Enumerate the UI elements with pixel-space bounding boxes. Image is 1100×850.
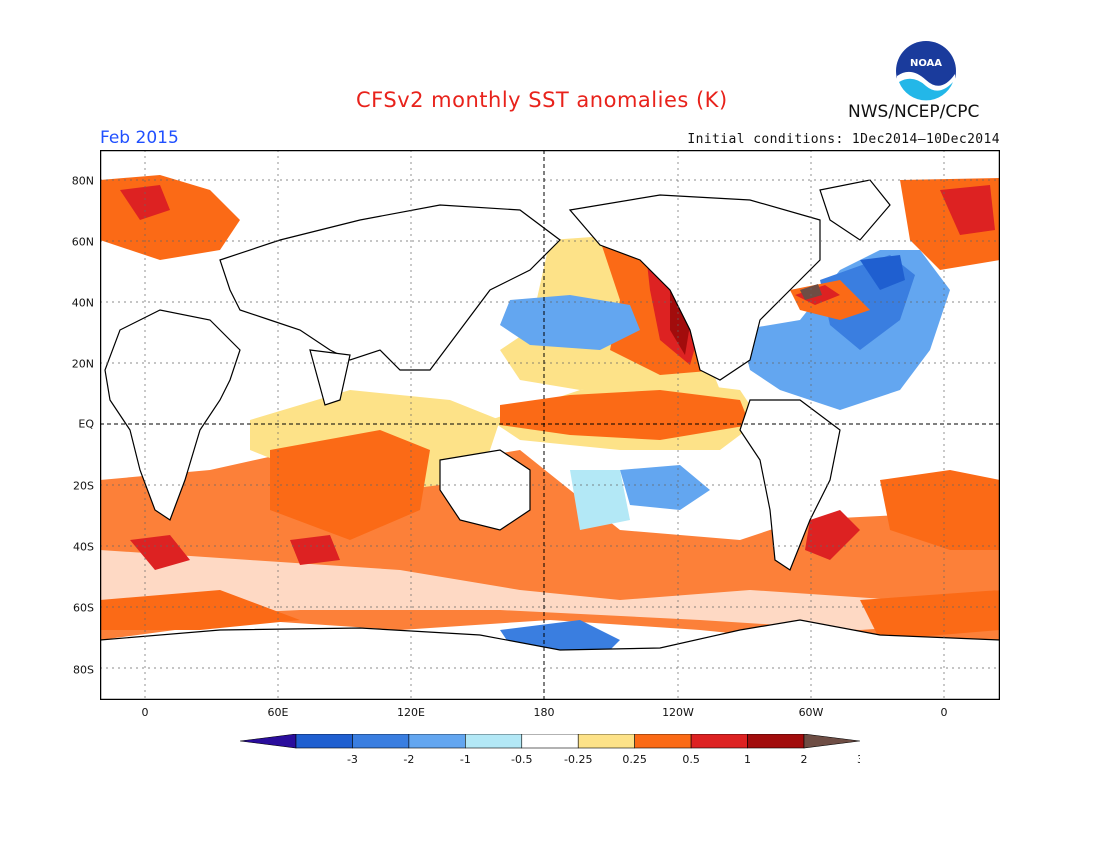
noaa-logo: NOAA	[895, 40, 957, 109]
color-bar-swatch	[521, 734, 579, 749]
lon-label: 0	[141, 706, 149, 719]
lon-label: 60E	[267, 706, 289, 719]
color-bar-swatch	[352, 734, 410, 749]
anomaly-fields	[100, 175, 1000, 660]
logo-text: NOAA	[910, 58, 942, 69]
land-north-america	[568, 194, 821, 381]
lon-label: 120E	[397, 706, 425, 719]
color-bar-swatch	[690, 734, 748, 749]
initial-conditions: Initial conditions: 1Dec2014—10Dec2014	[687, 132, 1000, 147]
lon-label: 120W	[662, 706, 694, 719]
sst-anomaly-map	[100, 150, 1000, 700]
forecast-period: Feb 2015	[100, 128, 179, 148]
chart-title: CFSv2 monthly SST anomalies (K)	[356, 88, 728, 112]
color-bar-tick-label: 3	[857, 753, 860, 766]
lat-label: 60S	[73, 601, 94, 615]
lat-label: 80N	[71, 174, 94, 188]
color-bar-swatch	[295, 734, 353, 749]
color-bar-tick-label: -3	[347, 753, 358, 766]
lat-label: 40S	[73, 540, 94, 554]
land-australia	[439, 449, 531, 531]
lat-label: 20N	[71, 357, 94, 371]
lon-label: 180	[533, 706, 555, 719]
land-antarctica	[100, 619, 1000, 700]
lon-label: 0	[940, 706, 948, 719]
color-bar-swatch	[408, 734, 466, 749]
color-bar-arrow-low	[240, 734, 297, 749]
lon-label: 60W	[798, 706, 824, 719]
lat-label: 20S	[73, 479, 94, 493]
color-bar-tick-label: -0.5	[511, 753, 532, 766]
agency-label: NWS/NCEP/CPC	[848, 102, 980, 122]
color-bar: -3 -2 -1 -0.5 -0.25 0.25 0.5 1 2 3	[240, 734, 860, 766]
color-bar-swatch	[634, 734, 692, 749]
color-bar-tick-label: 1	[744, 753, 751, 766]
lat-label: EQ	[78, 417, 94, 431]
color-bar-tick-label: -0.25	[564, 753, 592, 766]
lat-label: 40N	[71, 296, 94, 310]
color-bar-tick-label: 0.5	[682, 753, 700, 766]
color-bar-tick-label: 0.25	[622, 753, 647, 766]
color-bar-tick-label: -2	[403, 753, 414, 766]
land-eurasia	[219, 204, 561, 371]
color-bar-arrow-high	[803, 734, 860, 749]
color-bar-swatch	[747, 734, 805, 749]
lat-label: 80S	[73, 663, 94, 677]
map-frame	[100, 150, 1000, 700]
color-bar-swatch	[465, 734, 523, 749]
land-africa	[104, 309, 241, 521]
color-bar-tick-label: 2	[801, 753, 808, 766]
color-bar-tick-label: -1	[460, 753, 471, 766]
lat-label: 60N	[71, 235, 94, 249]
color-bar-swatch	[577, 734, 635, 749]
grid	[100, 150, 1000, 700]
